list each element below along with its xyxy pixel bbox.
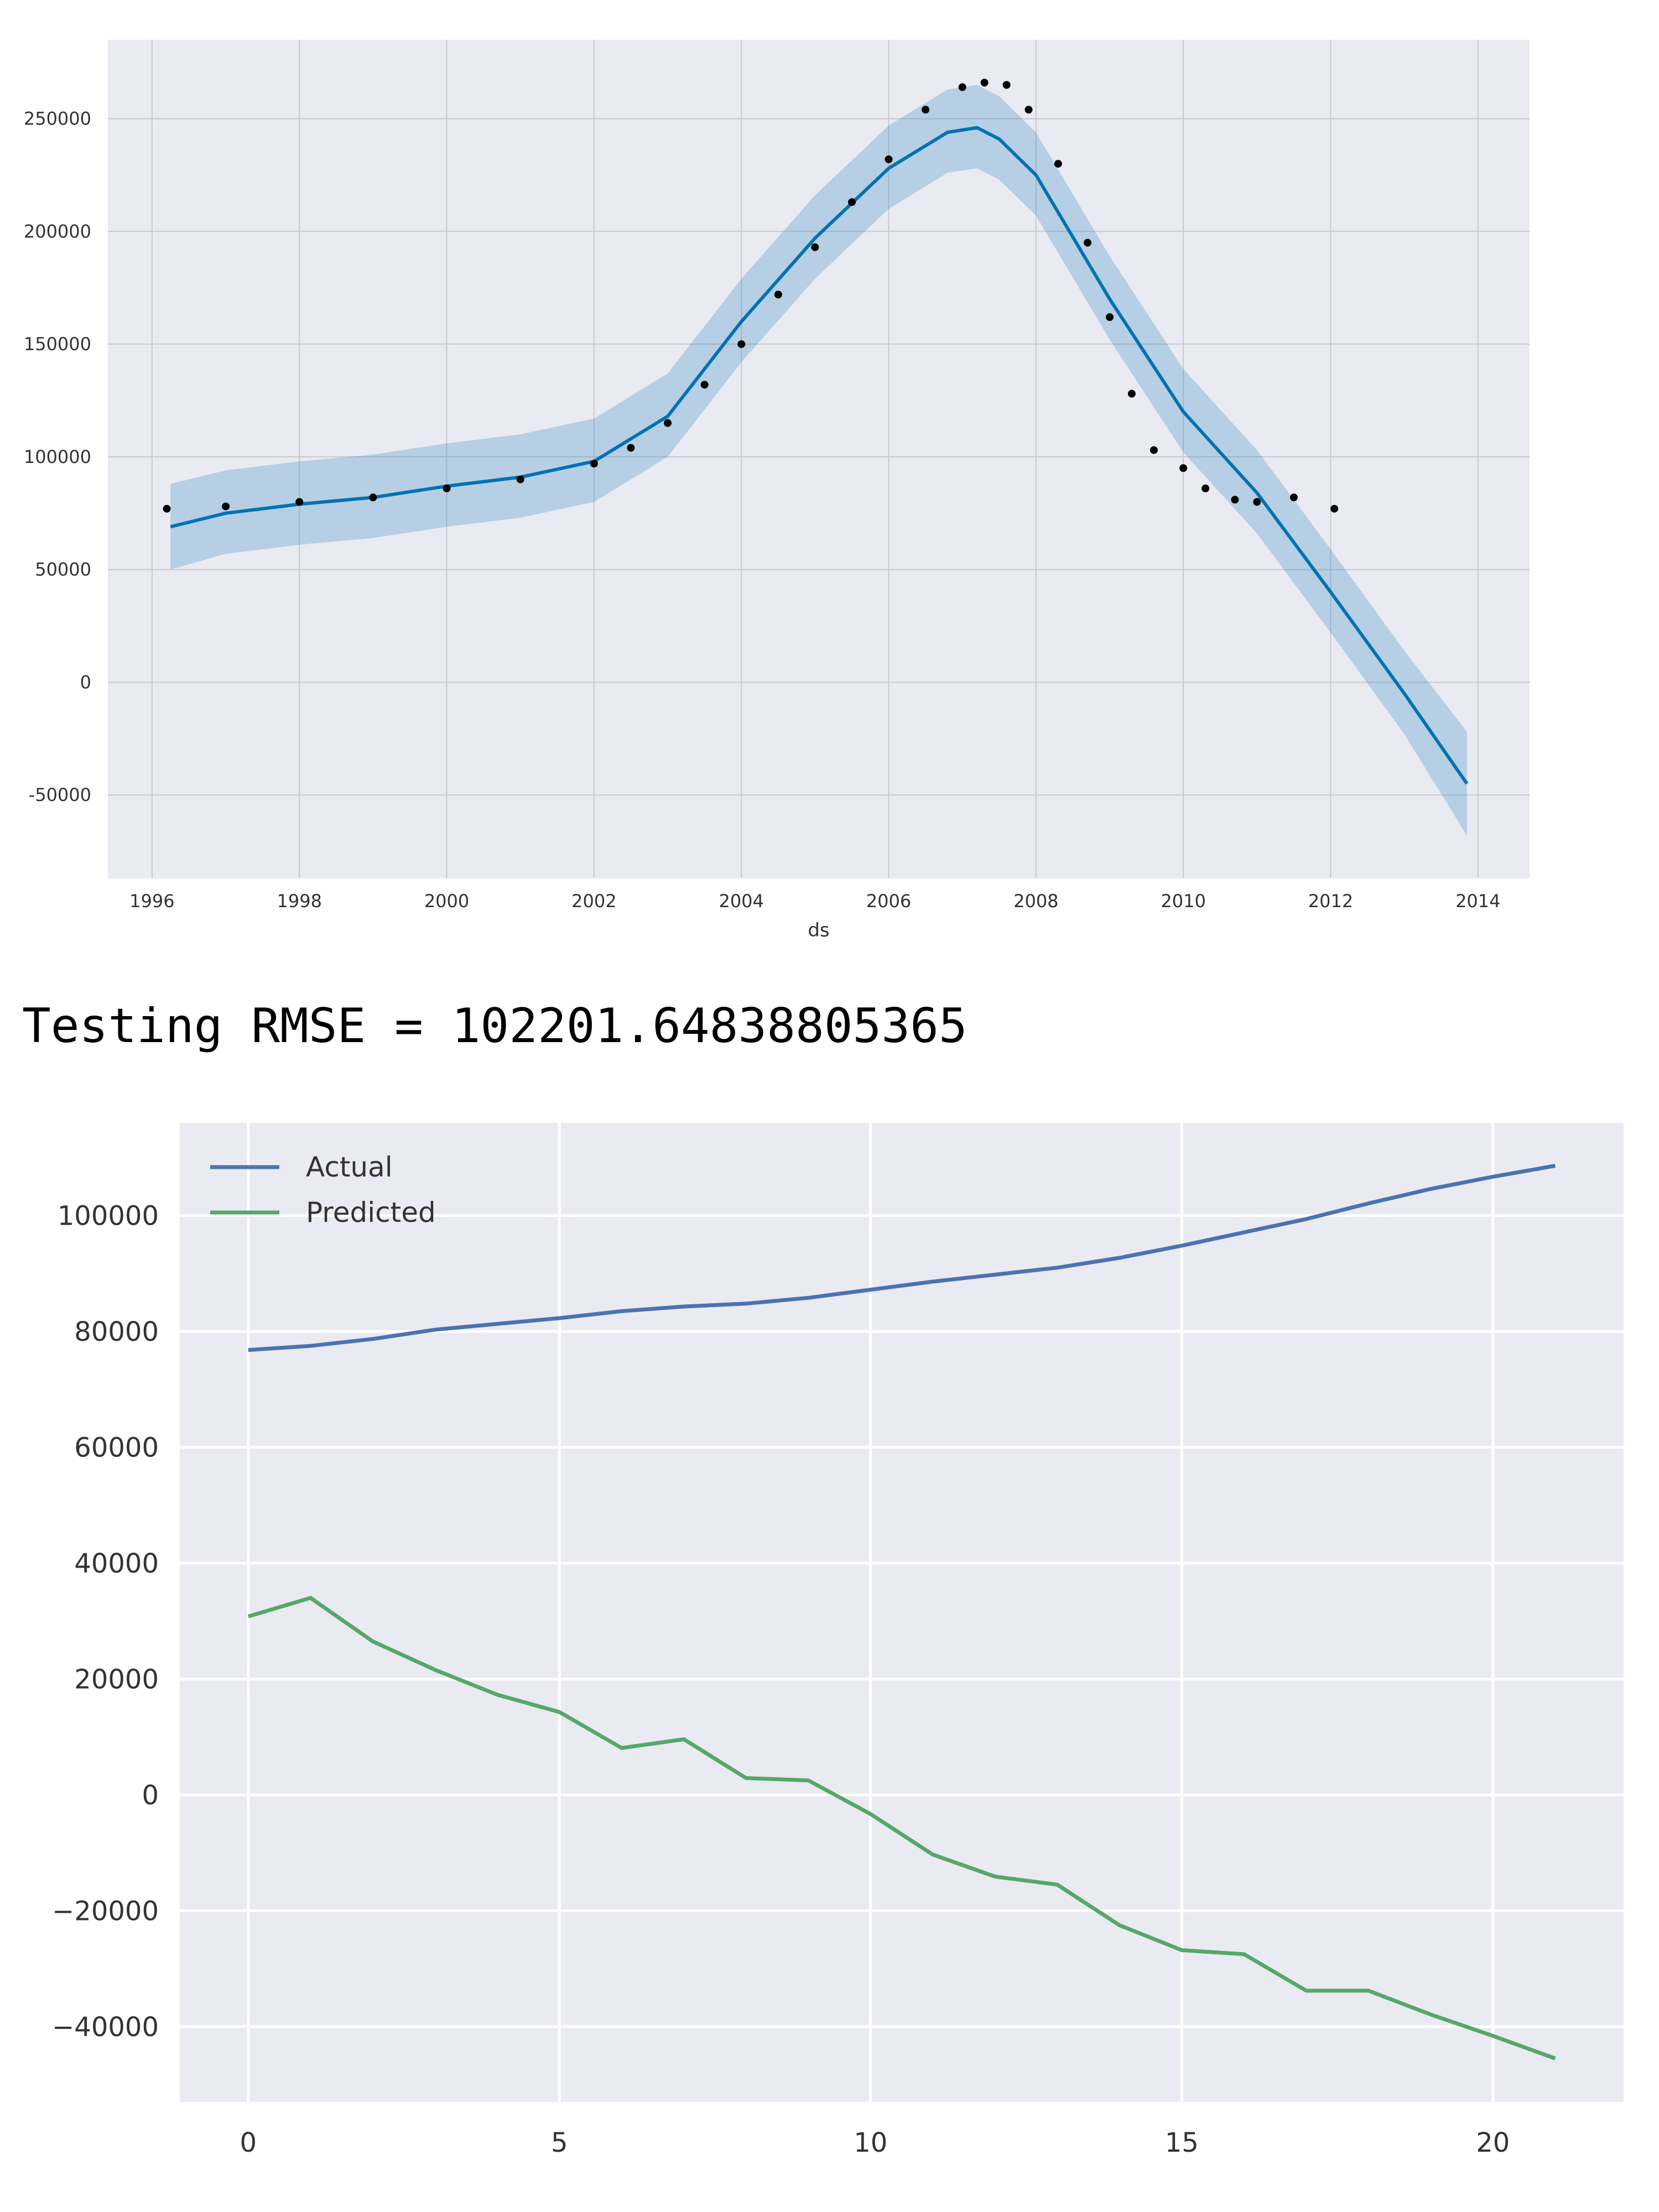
x-tick-label: 2012 bbox=[1308, 891, 1353, 912]
observed-point bbox=[590, 460, 598, 468]
observed-point bbox=[847, 198, 856, 206]
observed-point bbox=[443, 485, 451, 492]
observed-point bbox=[811, 243, 819, 251]
observed-point bbox=[1106, 313, 1114, 321]
y-tick-label: 250000 bbox=[24, 108, 91, 129]
y-tick-label: 200000 bbox=[24, 221, 91, 242]
observed-point bbox=[664, 419, 672, 427]
observed-point bbox=[627, 444, 635, 452]
plot-area bbox=[180, 1123, 1624, 2102]
observed-point bbox=[1002, 81, 1011, 89]
observed-point bbox=[885, 155, 893, 163]
x-tick-label: 2010 bbox=[1161, 891, 1205, 912]
x-tick-label: 2000 bbox=[424, 891, 469, 912]
y-tick-label: 100000 bbox=[24, 446, 91, 467]
forecast-line bbox=[170, 126, 1469, 785]
observed-point bbox=[1202, 485, 1210, 492]
x-axis-label: ds bbox=[808, 919, 829, 941]
y-tick-label: -50000 bbox=[29, 784, 91, 805]
y-tick-label: 60000 bbox=[74, 1433, 159, 1464]
observed-point bbox=[1054, 160, 1062, 168]
x-tick-label: 2014 bbox=[1455, 891, 1500, 912]
observed-point bbox=[1179, 464, 1188, 472]
observed-point bbox=[922, 106, 930, 114]
observed-point bbox=[1024, 106, 1033, 114]
x-tick-label: 2004 bbox=[719, 891, 763, 912]
y-tick-label: 80000 bbox=[74, 1316, 159, 1347]
observed-point bbox=[1150, 446, 1158, 454]
observed-point bbox=[980, 79, 989, 87]
x-tick-label: 0 bbox=[240, 2127, 257, 2158]
observed-point bbox=[1127, 389, 1136, 398]
x-tick-label: 1998 bbox=[277, 891, 321, 912]
legend-label: Predicted bbox=[306, 1196, 436, 1229]
observed-point bbox=[163, 504, 171, 513]
rmse-label: Testing RMSE = bbox=[22, 998, 452, 1054]
y-tick-label: 40000 bbox=[74, 1548, 159, 1579]
x-tick-label: 15 bbox=[1165, 2127, 1199, 2158]
y-tick-label: 0 bbox=[142, 1780, 159, 1811]
y-tick-label: −20000 bbox=[52, 1896, 159, 1927]
y-tick-label: 150000 bbox=[24, 334, 91, 355]
observed-point bbox=[369, 493, 377, 502]
x-tick-label: 2002 bbox=[571, 891, 616, 912]
rmse-value: 102201.64838805365 bbox=[451, 998, 968, 1054]
observed-point bbox=[222, 502, 230, 511]
observed-point bbox=[295, 498, 304, 506]
x-tick-label: 2008 bbox=[1013, 891, 1058, 912]
x-tick-label: 10 bbox=[854, 2127, 887, 2158]
observed-point bbox=[1253, 498, 1261, 506]
series-line-predicted bbox=[247, 1596, 1556, 2060]
y-tick-label: 100000 bbox=[58, 1201, 159, 1232]
observed-point bbox=[1330, 504, 1339, 513]
y-tick-label: 0 bbox=[80, 672, 91, 693]
observed-point bbox=[516, 475, 524, 483]
plot-area bbox=[108, 40, 1530, 878]
actual-vs-predicted-chart: 0 5 10 15 20 −40000 −20000 0 20000 40000 60000 8000… bbox=[52, 1123, 1624, 2158]
prophet-forecast-chart: 1996 1998 2000 2002 2004 2006 2008 2010 2012 2014… bbox=[24, 40, 1530, 941]
y-tick-label: −40000 bbox=[52, 2012, 159, 2043]
legend: Actual Predicted bbox=[210, 1151, 436, 1229]
x-tick-label: 1996 bbox=[129, 891, 174, 912]
observed-points bbox=[163, 79, 1339, 513]
observed-point bbox=[958, 83, 966, 91]
x-tick-label: 2006 bbox=[866, 891, 911, 912]
x-tick-label: 20 bbox=[1476, 2127, 1510, 2158]
y-tick-label: 20000 bbox=[74, 1664, 159, 1695]
observed-point bbox=[737, 340, 746, 348]
observed-point bbox=[1231, 496, 1239, 504]
observed-point bbox=[774, 290, 782, 299]
y-tick-label: 50000 bbox=[35, 559, 91, 580]
observed-point bbox=[700, 381, 709, 389]
observed-point bbox=[1084, 238, 1091, 247]
x-tick-label: 5 bbox=[551, 2127, 568, 2158]
legend-label: Actual bbox=[306, 1151, 393, 1183]
series-line-actual bbox=[248, 1164, 1556, 1352]
observed-point bbox=[1289, 493, 1298, 502]
rmse-output: Testing RMSE = 102201.64838805365 bbox=[22, 993, 1626, 1059]
